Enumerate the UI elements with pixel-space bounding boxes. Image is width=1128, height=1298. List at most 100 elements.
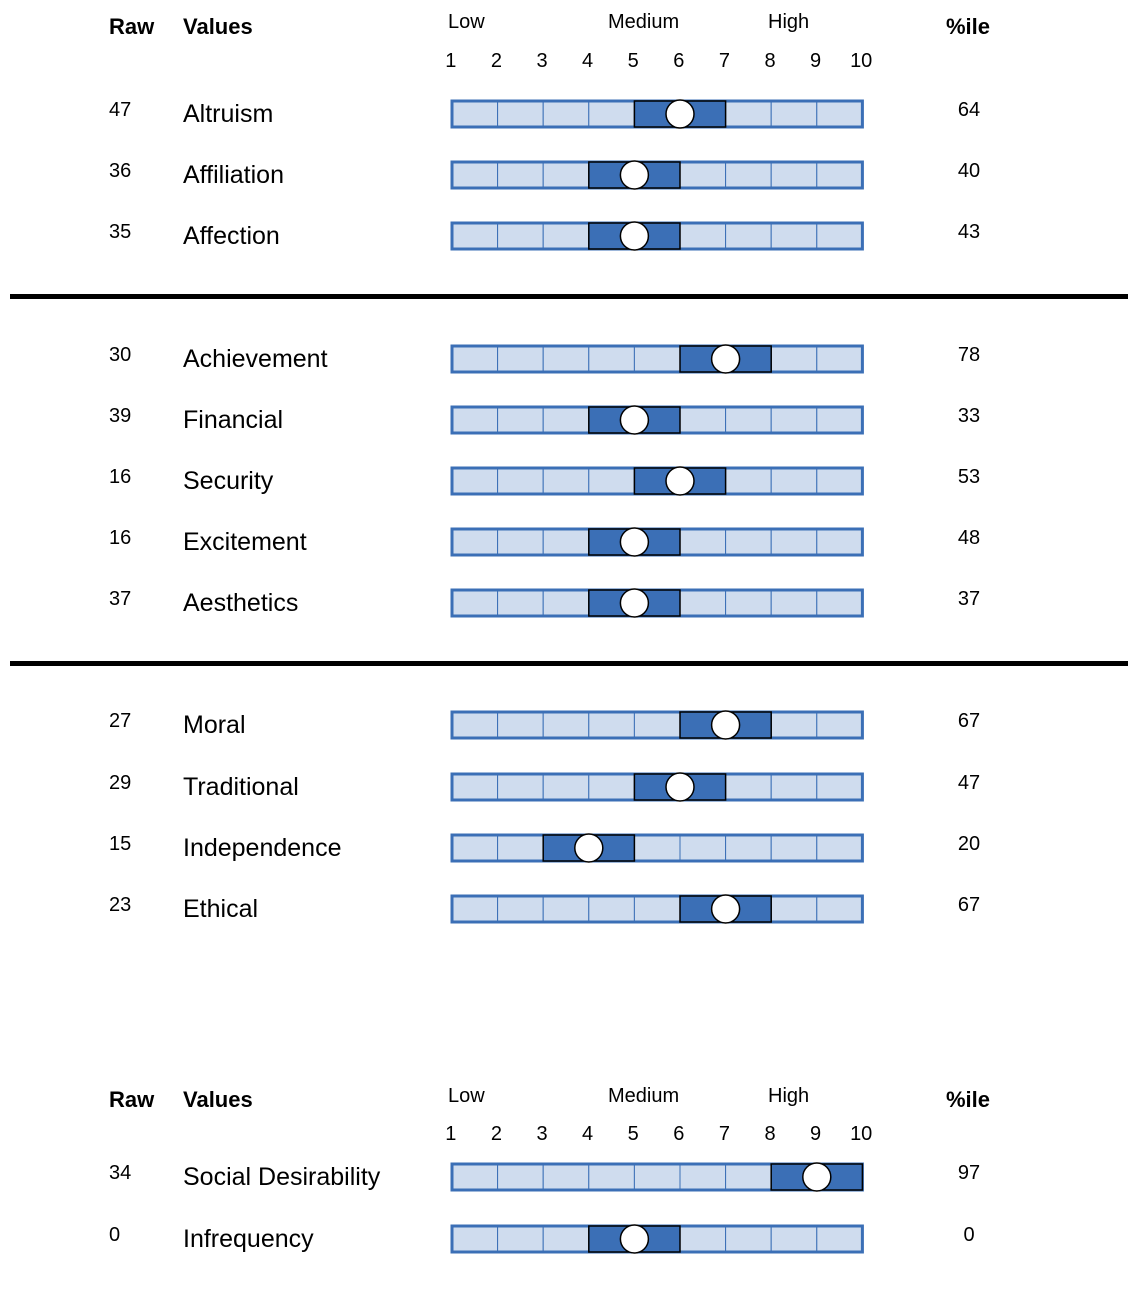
scale-cell [816, 161, 863, 189]
medium-label: Medium [608, 11, 680, 33]
scale-bar-svg [450, 466, 864, 496]
scale-cell [542, 345, 590, 373]
scale-cell [542, 222, 590, 250]
scale-cell [816, 345, 863, 373]
scale-cell [725, 1225, 772, 1253]
scale-tick: 10 [850, 50, 873, 72]
scale-cell [497, 589, 544, 617]
scale-tick: 1 [445, 50, 457, 72]
scale-tick: 9 [810, 1123, 822, 1145]
scale-tick: 7 [718, 50, 730, 72]
scale-bar-svg [450, 894, 864, 924]
scale-bar-svg [450, 710, 864, 740]
raw-score: 16 [109, 466, 132, 488]
scale-cell [679, 406, 727, 434]
scale-cell [679, 161, 727, 189]
percentile-value: 97 [957, 1162, 981, 1184]
section-divider [10, 294, 1128, 299]
scale-tick: 3 [536, 50, 548, 72]
scale-cell [588, 467, 635, 495]
scale-cell [451, 100, 499, 128]
score-marker [619, 221, 650, 251]
score-marker [665, 466, 695, 496]
scale-cell [542, 711, 590, 739]
scale-cell [542, 467, 590, 495]
percentile-value: 43 [957, 221, 981, 243]
scale-bar [450, 221, 864, 251]
scale-cell [451, 773, 499, 801]
percentile-value: 40 [957, 160, 981, 182]
scale-cell [679, 528, 727, 556]
scale-cell [816, 528, 863, 556]
value-label: Security [183, 467, 274, 495]
scale-bar-svg [450, 1224, 864, 1254]
scale-tick: 8 [764, 1123, 776, 1145]
value-label: Independence [183, 834, 342, 862]
raw-score: 23 [109, 894, 132, 916]
scale-cell [542, 406, 590, 434]
scale-cell [679, 834, 727, 862]
value-label: Traditional [183, 773, 299, 801]
scale-tick: 1 [445, 1123, 457, 1145]
scale-cell [770, 467, 818, 495]
percentile-value: 67 [957, 710, 981, 732]
raw-score: 39 [109, 405, 132, 427]
scale-cell [770, 100, 818, 128]
scale-cell [679, 1225, 727, 1253]
raw-score: 34 [109, 1162, 132, 1184]
scale-cell [770, 834, 818, 862]
scale-cell [816, 711, 863, 739]
high-label: High [768, 11, 810, 33]
scale-cell [497, 711, 544, 739]
value-label: Social Desirability [183, 1163, 381, 1191]
scale-cell [816, 589, 863, 617]
scale-cell [770, 222, 818, 250]
scale-tick: 8 [764, 50, 776, 72]
scale-cell [633, 1163, 681, 1191]
percentile-value: 78 [957, 344, 981, 366]
scale-cell [816, 834, 863, 862]
scale-cell [588, 711, 635, 739]
score-marker [619, 588, 650, 618]
low-label: Low [448, 1085, 485, 1107]
scale-bar-svg [450, 344, 864, 374]
raw-score: 15 [109, 833, 132, 855]
values-header: Values [183, 14, 253, 39]
raw-score: 37 [109, 588, 132, 610]
raw-score: 0 [109, 1224, 121, 1246]
percentile-value: 20 [957, 833, 981, 855]
scale-cell [770, 345, 818, 373]
scale-cell [679, 222, 727, 250]
scale-bar [450, 344, 864, 374]
scale-cell [770, 406, 818, 434]
raw-header: Raw [109, 1087, 155, 1112]
scale-tick: 5 [627, 1123, 639, 1145]
scale-cell [542, 100, 590, 128]
scale-outline [450, 894, 864, 924]
scale-outline [450, 710, 864, 740]
scale-tick: 7 [718, 1123, 730, 1145]
scale-cell [497, 834, 544, 862]
scale-cell [451, 834, 499, 862]
scale-bar [450, 405, 864, 435]
scale-cell [497, 100, 544, 128]
scale-cell [497, 895, 544, 923]
scale-cell [588, 895, 635, 923]
scale-cell [770, 773, 818, 801]
scale-cell [725, 467, 772, 495]
scale-bar-svg [450, 160, 864, 190]
scale-cell [725, 834, 772, 862]
scale-tick: 6 [673, 50, 685, 72]
scale-cell [451, 711, 499, 739]
scale-cell [770, 528, 818, 556]
scale-cell [542, 528, 590, 556]
low-label: Low [448, 11, 485, 33]
scale-bar-svg [450, 772, 864, 802]
scale-cell [497, 1163, 544, 1191]
scale-cell [770, 711, 818, 739]
scale-cell [451, 1163, 499, 1191]
scale-cell [816, 1225, 863, 1253]
values-header: Values [183, 1087, 253, 1112]
score-marker [619, 405, 650, 435]
scale-cell [542, 1163, 590, 1191]
